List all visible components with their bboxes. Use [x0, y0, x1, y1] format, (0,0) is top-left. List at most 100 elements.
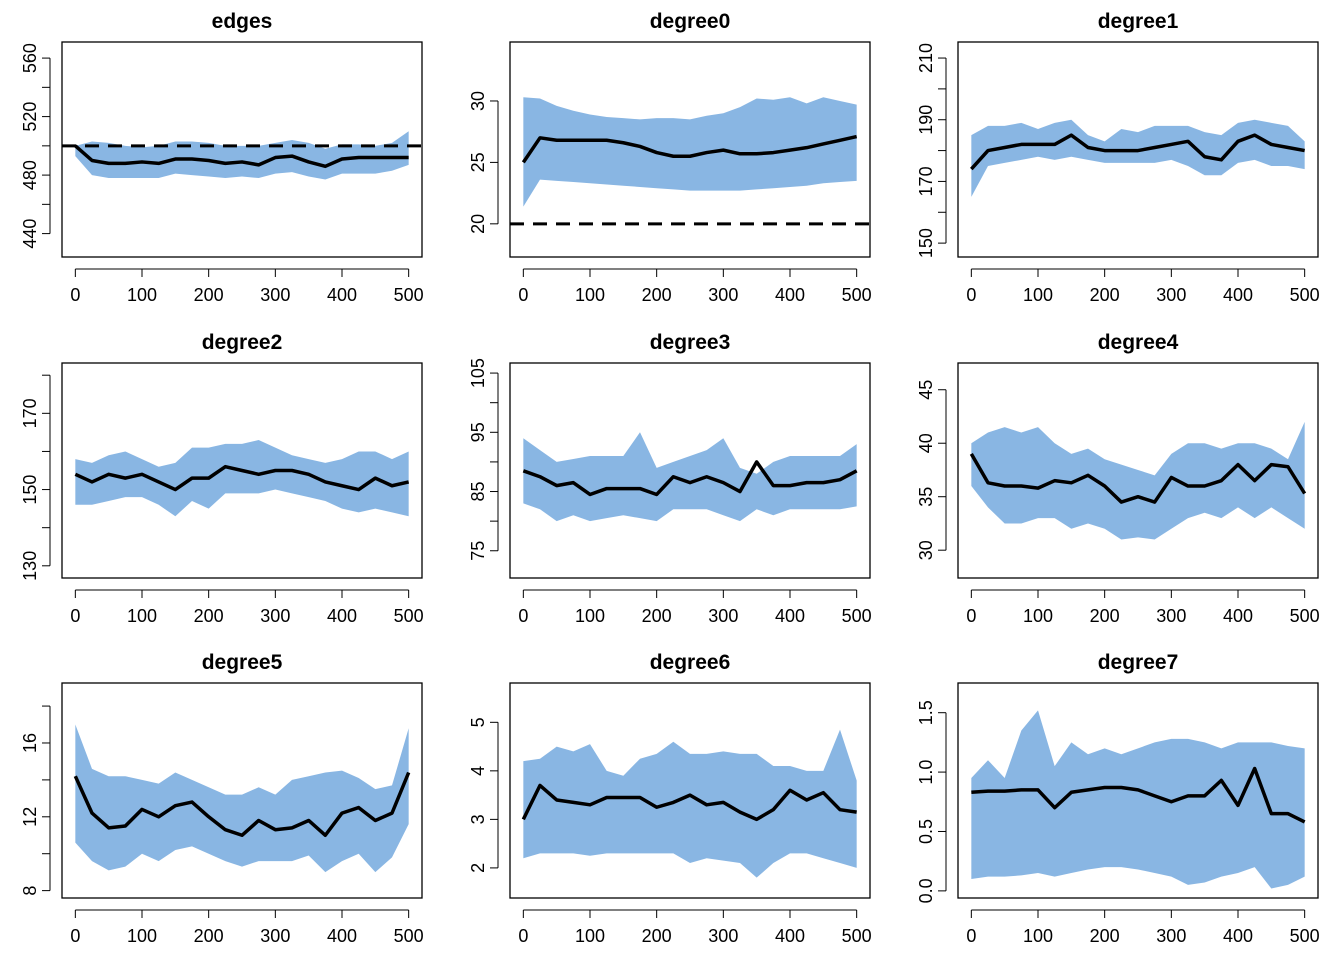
panel-title: degree0 [650, 10, 731, 33]
y-tick-label: 170 [916, 166, 936, 196]
x-tick-label: 0 [966, 285, 976, 305]
plot-area [522, 432, 858, 522]
y-tick-label: 5 [468, 717, 488, 727]
band [523, 432, 857, 522]
panel-title: degree7 [1098, 651, 1179, 674]
x-tick-label: 200 [642, 926, 672, 946]
panel-title: degree3 [650, 331, 731, 354]
panel-title: degree1 [1098, 10, 1179, 33]
x-tick-label: 400 [1223, 926, 1253, 946]
plot-area [62, 131, 422, 180]
x-tick-label: 300 [708, 285, 738, 305]
x-tick-label: 300 [708, 926, 738, 946]
x-tick-label: 300 [1156, 285, 1186, 305]
x-tick-label: 500 [394, 606, 424, 626]
x-tick-label: 0 [966, 606, 976, 626]
x-tick-label: 400 [327, 606, 357, 626]
band [523, 729, 857, 878]
y-tick-label: 480 [20, 160, 40, 190]
y-tick-label: 16 [20, 733, 40, 753]
panel: edges 0 100 200 300 400 500 440 480 520 560 [20, 10, 424, 305]
band [971, 119, 1305, 197]
x-tick-label: 100 [1023, 606, 1053, 626]
panel-title: edges [212, 10, 273, 33]
plot-frame [61, 362, 423, 579]
mean-line [74, 144, 409, 169]
x-tick-label: 400 [1223, 606, 1253, 626]
y-tick-label: 4 [468, 766, 488, 776]
x-tick-label: 300 [708, 606, 738, 626]
x-tick-label: 300 [260, 606, 290, 626]
x-tick-label: 300 [1156, 606, 1186, 626]
x-tick-label: 400 [1223, 285, 1253, 305]
y-tick-label: 8 [20, 886, 40, 896]
x-tick-label: 400 [775, 926, 805, 946]
mean-line [74, 464, 410, 492]
panel: degree2 0 100 200 300 400 500 130 150 170 [20, 331, 424, 626]
panel: degree4 0 100 200 300 400 500 30 35 40 45 [916, 331, 1320, 626]
x-tick-label: 0 [966, 926, 976, 946]
band [971, 710, 1305, 889]
plot-area [521, 729, 857, 878]
y-tick-label: 75 [468, 541, 488, 561]
x-tick-label: 100 [127, 926, 157, 946]
x-tick-label: 100 [127, 285, 157, 305]
x-tick-label: 400 [775, 606, 805, 626]
y-tick-label: 105 [468, 358, 488, 388]
y-tick-label: 0.5 [916, 819, 936, 844]
y-tick-label: 30 [916, 540, 936, 560]
y-tick-label: 210 [916, 43, 936, 73]
band [523, 97, 857, 207]
x-tick-label: 300 [1156, 926, 1186, 946]
mean-line [521, 134, 858, 164]
x-tick-label: 500 [1290, 926, 1320, 946]
x-tick-label: 100 [127, 606, 157, 626]
plot-frame [957, 682, 1319, 899]
mean-line [521, 783, 857, 822]
plot-area [74, 440, 410, 517]
plot-frame [957, 41, 1319, 258]
plot-area [510, 97, 870, 226]
x-tick-label: 400 [327, 285, 357, 305]
y-tick-label: 40 [916, 433, 936, 453]
mean-line [969, 453, 1307, 504]
x-tick-label: 200 [642, 285, 672, 305]
x-tick-label: 0 [70, 285, 80, 305]
y-tick-label: 0.0 [916, 878, 936, 903]
panel: degree6 0 100 200 300 400 500 2 3 4 5 [468, 651, 872, 946]
x-tick-label: 0 [70, 926, 80, 946]
mean-line [522, 460, 858, 497]
x-tick-label: 500 [842, 926, 872, 946]
y-tick-label: 440 [20, 219, 40, 249]
x-tick-label: 400 [775, 285, 805, 305]
band [75, 131, 409, 180]
y-tick-label: 190 [916, 105, 936, 135]
x-tick-label: 100 [1023, 285, 1053, 305]
plot-frame [509, 362, 871, 579]
panel-title: degree6 [650, 651, 731, 674]
x-tick-label: 200 [1090, 606, 1120, 626]
y-tick-label: 35 [916, 487, 936, 507]
mean-line [970, 133, 1305, 171]
plot-frame [61, 41, 423, 258]
x-tick-label: 500 [394, 926, 424, 946]
y-tick-label: 3 [468, 814, 488, 824]
x-tick-label: 200 [194, 285, 224, 305]
y-tick-label: 170 [20, 398, 40, 428]
y-tick-label: 45 [916, 380, 936, 400]
x-tick-label: 400 [327, 926, 357, 946]
panel-title: degree4 [1098, 331, 1179, 354]
y-tick-label: 30 [468, 91, 488, 111]
y-tick-label: 25 [468, 152, 488, 172]
plot-area [969, 421, 1307, 540]
plot-frame [957, 362, 1319, 579]
y-tick-label: 12 [20, 807, 40, 827]
x-tick-label: 300 [260, 926, 290, 946]
band [75, 440, 409, 517]
y-tick-label: 520 [20, 102, 40, 132]
x-tick-label: 100 [575, 606, 605, 626]
x-tick-label: 200 [1090, 926, 1120, 946]
y-tick-label: 20 [468, 214, 488, 234]
x-tick-label: 0 [518, 606, 528, 626]
